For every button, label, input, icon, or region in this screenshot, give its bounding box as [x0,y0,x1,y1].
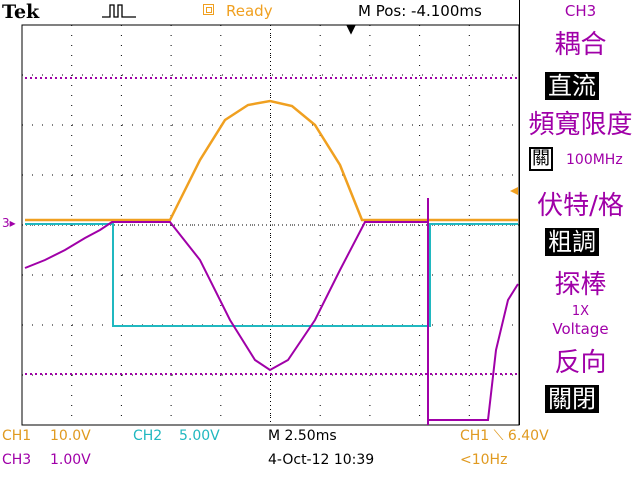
channel-ground-marker: 3▸ [2,216,16,230]
bw-limit-freq: 100MHz [566,152,623,168]
probe-value[interactable]: 1X [571,304,590,319]
ch3-scale: 1.00V [50,452,91,468]
invert-button[interactable]: 關閉 [545,385,599,413]
ch1-label: CH1 [2,428,32,444]
ch2-label: CH2 [133,428,163,444]
acquisition-icon [102,3,136,23]
ch3-label: CH3 [2,452,32,468]
trigger-level-arrow [510,187,518,195]
date-time-readout: 4-Oct-12 10:39 [268,452,375,468]
bw-limit-label: 頻寬限度 [528,110,633,140]
ch2-scale: 5.00V [179,428,220,444]
acquisition-status: Ready [226,2,273,20]
menu-divider [519,0,520,425]
trigger-readout: CH1 ⟍ 6.40V [460,428,549,444]
pulse-icon [102,4,136,18]
ch1-scale: 10.0V [50,428,91,444]
coupling-button[interactable]: 直流 [545,72,599,100]
horizontal-position: M Pos: -4.100ms [358,2,482,20]
status-icon [203,4,214,15]
menu-channel-title: CH3 [564,2,597,20]
bw-limit-button[interactable]: 關 [529,147,553,171]
coupling-label: 耦合 [554,30,607,60]
ch2-waveform [25,223,518,327]
ch1-waveform [25,99,518,222]
ch3-waveform [24,221,519,421]
brand-logo: Tek [2,1,40,23]
timebase-readout: M 2.50ms [268,428,337,444]
invert-label: 反向 [554,348,607,378]
frequency-readout: <10Hz [460,452,508,468]
volts-div-button[interactable]: 粗調 [545,228,599,256]
probe-label: 探棒 [554,270,607,300]
trigger-position-icon: ▼ [346,22,356,37]
volts-div-label: 伏特/格 [537,191,624,221]
probe-unit: Voltage [552,320,609,338]
